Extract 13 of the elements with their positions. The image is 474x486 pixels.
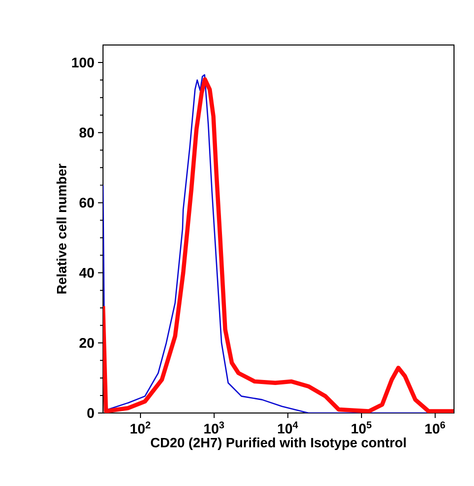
y-axis-title: Relative cell number	[56, 164, 66, 294]
x-tick-label: 10$^{5}$	[352, 422, 372, 434]
x-tick-label: 10$^{2}$	[130, 422, 150, 434]
x-axis-title: CD20 (2H7) Purified with Isotype control	[150, 438, 406, 450]
x-tick-label: 10$^{4}$	[278, 422, 298, 434]
y-tick-label: 0	[87, 408, 94, 418]
x-tick-label: 10$^{3}$	[204, 422, 224, 434]
y-tick-label: 60	[80, 198, 94, 208]
x-tick-label: 10$^{6}$	[425, 422, 446, 434]
y-tick-label: 40	[79, 268, 94, 278]
y-tick-label: 20	[79, 338, 94, 348]
y-tick-label: 100	[72, 58, 94, 68]
y-tick-label: 80	[79, 128, 94, 138]
